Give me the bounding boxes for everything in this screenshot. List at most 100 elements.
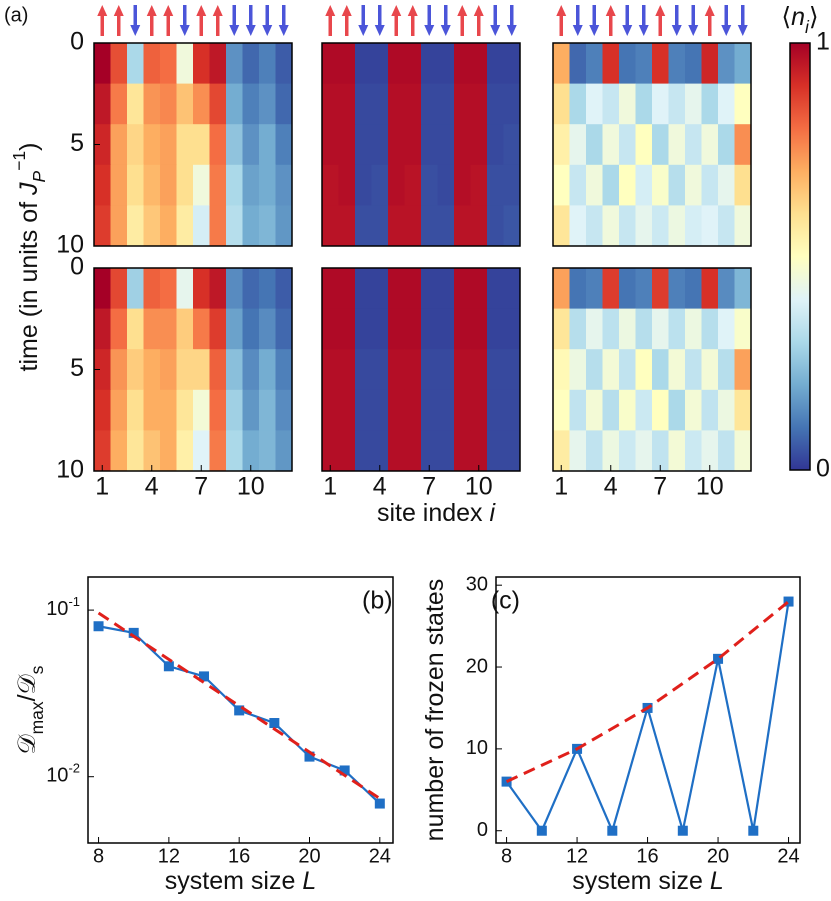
heat-cell: [176, 349, 194, 391]
spin-arrow-head: [655, 5, 666, 16]
heat-cell: [503, 164, 521, 206]
heat-cell: [160, 430, 177, 472]
heat-cell: [718, 83, 735, 125]
spin-arrow-head: [556, 5, 567, 16]
heat-cell: [388, 308, 405, 350]
heat-cell: [569, 164, 587, 206]
spin-arrow-head: [440, 25, 451, 36]
heat-cell: [322, 164, 339, 206]
label-part: time (in units of: [15, 195, 43, 371]
heat-cell: [322, 43, 339, 85]
heat-cell: [685, 349, 702, 391]
heat-cell: [209, 349, 227, 391]
heat-cell: [619, 124, 636, 166]
heat-cell: [668, 268, 686, 310]
heat-cell: [242, 349, 260, 391]
x-tick-label: 4: [604, 473, 618, 501]
x-tick-label: 10: [237, 473, 265, 501]
heat-cell: [586, 83, 603, 125]
heat-cell: [322, 308, 339, 350]
label-part: max: [27, 701, 47, 734]
x-tick-label: 8: [93, 845, 104, 867]
heat-cell: [635, 430, 653, 472]
heat-cell: [602, 43, 620, 85]
heat-cell: [404, 308, 422, 350]
x-tick-label: 8: [501, 845, 512, 867]
heat-cell: [701, 268, 719, 310]
spin-arrow-head: [622, 25, 633, 36]
heat-cell: [734, 349, 752, 391]
heat-cell: [553, 268, 570, 310]
heat-cell: [404, 164, 422, 206]
heat-cell: [503, 43, 521, 85]
heat-cell: [652, 268, 669, 310]
heat-cell: [718, 389, 735, 431]
x-tick-label: 1: [95, 473, 109, 501]
colorbar: [789, 42, 811, 471]
heat-cell: [388, 389, 405, 431]
heat-cell: [602, 389, 620, 431]
heat-cell: [635, 43, 653, 85]
heat-cell: [127, 164, 144, 206]
spin-arrow-head: [179, 25, 190, 36]
heat-cell: [355, 124, 372, 166]
heat-cell: [275, 205, 293, 247]
data-point: [93, 621, 104, 632]
heat-cell: [685, 268, 702, 310]
heat-cell: [371, 308, 389, 350]
heat-cell: [437, 349, 455, 391]
panel-label: (c): [491, 587, 520, 615]
spin-arrow-head: [374, 25, 385, 36]
heat-cell: [569, 43, 587, 85]
heat-cell: [94, 389, 111, 431]
y-tick-label: 0: [70, 28, 84, 56]
heat-cell: [322, 389, 339, 431]
heat-cell: [371, 124, 389, 166]
y-tick-label: 10: [56, 456, 84, 484]
heat-cell: [553, 430, 570, 472]
tick-exponent: -1: [68, 594, 80, 609]
heat-cell: [242, 389, 260, 431]
data-point: [374, 798, 385, 809]
heat-cell: [110, 83, 128, 125]
heat-cell: [503, 83, 521, 125]
spin-arrow-head: [262, 25, 273, 36]
heat-cell: [487, 205, 504, 247]
heat-cell: [94, 268, 111, 310]
label-part: n: [791, 3, 805, 31]
heat-cell: [110, 268, 128, 310]
heat-cell: [734, 389, 752, 431]
heat-cell: [404, 349, 422, 391]
spin-arrow-head: [457, 5, 468, 16]
y-tick-label: 10-2: [46, 761, 80, 787]
heat-cell: [160, 43, 177, 85]
spin-arrow-head: [325, 5, 336, 16]
spin-arrow-head: [229, 25, 240, 36]
x-tick-label: 16: [228, 845, 250, 867]
heat-cell: [388, 164, 405, 206]
heat-cell: [586, 43, 603, 85]
spin-arrow-head: [113, 5, 124, 16]
heat-cell: [668, 308, 686, 350]
heat-cell: [259, 83, 276, 125]
heat-cell: [371, 205, 389, 247]
spin-arrow-head: [163, 5, 174, 16]
heat-cell: [143, 164, 161, 206]
heat-cell: [652, 164, 669, 206]
heat-cell: [94, 164, 111, 206]
heat-cell: [503, 124, 521, 166]
heat-cell: [404, 205, 422, 247]
heat-cell: [553, 43, 570, 85]
heat-cell: [388, 205, 405, 247]
heat-cell: [635, 124, 653, 166]
heat-cell: [338, 308, 356, 350]
heat-cell: [355, 268, 372, 310]
x-tick-label: 7: [194, 473, 208, 501]
heat-cell: [569, 268, 587, 310]
heat-cell: [619, 83, 636, 125]
heat-cell: [226, 349, 243, 391]
heat-cell: [619, 43, 636, 85]
heat-cell: [355, 430, 372, 472]
heat-cell: [586, 124, 603, 166]
heat-cell: [470, 164, 488, 206]
